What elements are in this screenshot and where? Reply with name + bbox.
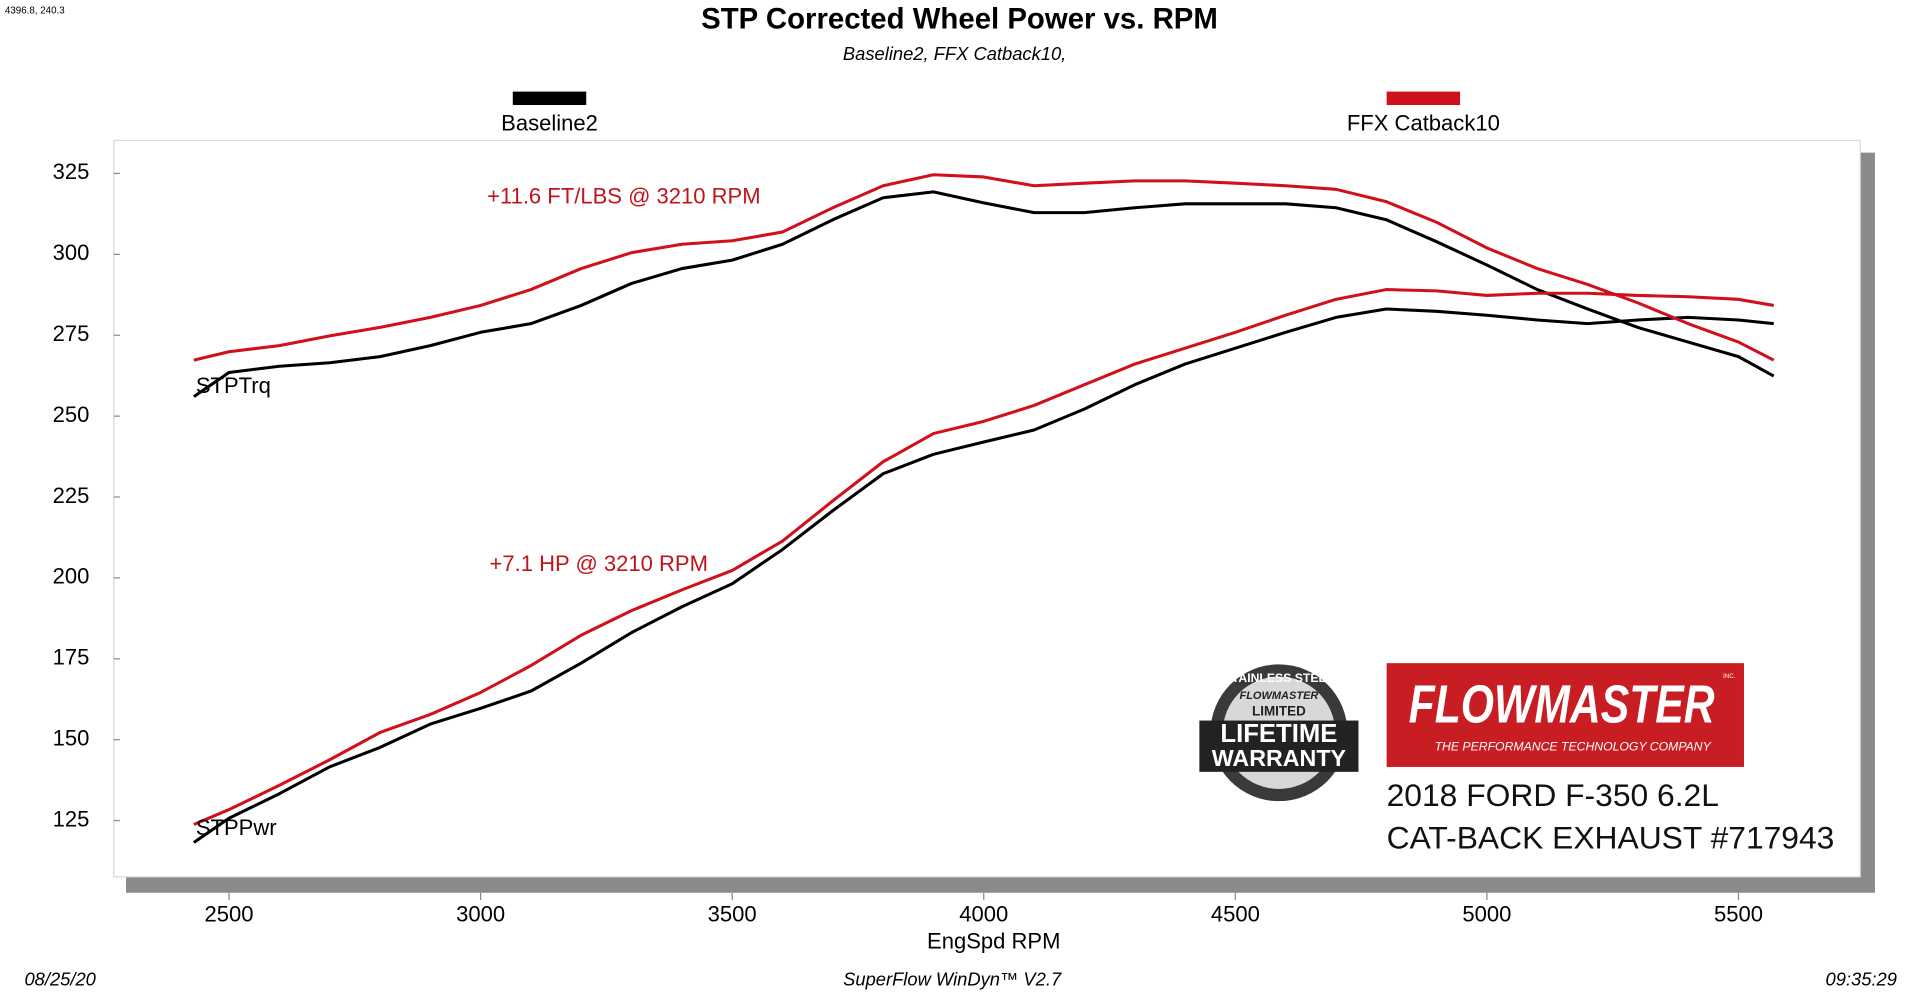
x-tick-label: 3000 <box>456 902 505 927</box>
power-line <box>193 288 1774 826</box>
chart-title: STP Corrected Wheel Power vs. RPM <box>701 3 1218 36</box>
power-line <box>192 307 1774 844</box>
product-text: CAT-BACK EXHAUST #717943 <box>1387 820 1835 856</box>
logo-tagline: THE PERFORMANCE TECHNOLOGY COMPANY <box>1435 740 1712 754</box>
badge-text: FLOWMASTER <box>1239 690 1318 702</box>
y-tick-label: 225 <box>53 483 90 508</box>
cursor-coords: 4396.8, 240.3 <box>5 6 65 17</box>
logo-text: FLOWMASTER <box>1409 675 1715 735</box>
plot-area <box>192 173 1775 844</box>
y-tick-label: 275 <box>53 321 90 346</box>
footer-time: 09:35:29 <box>1826 969 1897 990</box>
x-axis-label: EngSpd RPM <box>927 929 1060 954</box>
curve-label: STPTrq <box>196 373 271 398</box>
footer-date: 08/25/20 <box>24 969 96 990</box>
torque-line <box>193 173 1775 362</box>
badge-text: LIMITED <box>1252 704 1306 719</box>
x-tick-label: 4000 <box>959 902 1008 927</box>
legend-swatch <box>512 91 587 106</box>
curve-label: STPPwr <box>196 815 277 840</box>
chart-subtitle: Baseline2, FFX Catback10, <box>843 43 1066 64</box>
legend-label: Baseline2 <box>501 110 598 135</box>
x-tick-label: 4500 <box>1211 902 1260 927</box>
x-tick-label: 5000 <box>1462 902 1511 927</box>
flowmaster-logo: FLOWMASTER INC. THE PERFORMANCE TECHNOLO… <box>1386 663 1744 767</box>
legend-label: FFX Catback10 <box>1347 110 1500 135</box>
badge-text: WARRANTY <box>1212 745 1347 771</box>
torque-line <box>192 190 1775 398</box>
annotation: +11.6 FT/LBS @ 3210 RPM <box>487 184 761 209</box>
x-tick-label: 3500 <box>708 902 757 927</box>
warranty-badge: STAINLESS STEEL FLOWMASTER LIMITED LIFET… <box>1199 664 1359 802</box>
y-tick-label: 125 <box>53 806 90 831</box>
x-tick-label: 2500 <box>205 902 254 927</box>
y-tick-label: 250 <box>53 402 90 427</box>
legend-swatch <box>1386 91 1461 106</box>
y-tick-label: 300 <box>53 240 90 265</box>
footer-software: SuperFlow WinDyn™ V2.7 <box>843 969 1062 990</box>
vehicle-text: 2018 FORD F-350 6.2L <box>1387 777 1719 813</box>
y-tick-label: 175 <box>53 645 90 670</box>
x-tick-label: 5500 <box>1714 902 1763 927</box>
y-tick-label: 200 <box>53 564 90 589</box>
annotation: +7.1 HP @ 3210 RPM <box>490 551 708 576</box>
badge-text: LIFETIME <box>1220 720 1337 748</box>
badge-text: STAINLESS STEEL <box>1224 671 1335 685</box>
y-tick-label: 150 <box>53 726 90 751</box>
logo-mark: INC. <box>1723 673 1736 680</box>
y-tick-label: 325 <box>53 159 90 184</box>
